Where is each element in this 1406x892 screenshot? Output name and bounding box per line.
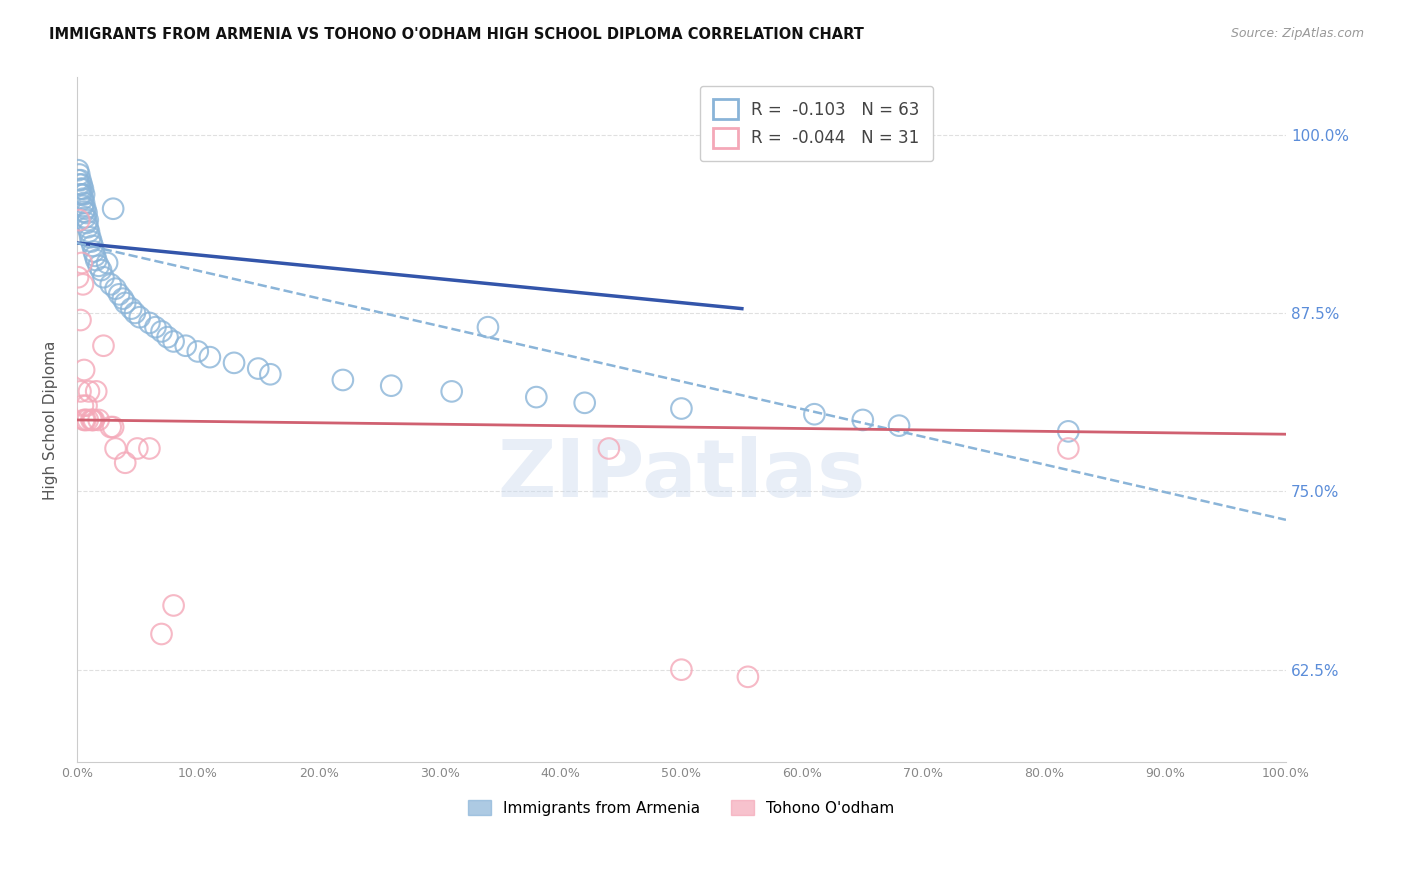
Point — [72, 182, 94, 196]
Point — [67, 270, 90, 285]
Y-axis label: High School Diploma: High School Diploma — [44, 340, 58, 500]
Point — [73, 413, 96, 427]
Point — [574, 396, 596, 410]
Point — [150, 325, 173, 339]
Point — [114, 296, 136, 310]
Point — [69, 173, 91, 187]
Point — [101, 202, 124, 216]
Point — [76, 399, 98, 413]
Point — [120, 301, 142, 316]
Point — [737, 670, 759, 684]
Point — [671, 663, 693, 677]
Point — [75, 211, 97, 225]
Point — [75, 202, 97, 216]
Point — [100, 420, 122, 434]
Point — [93, 270, 115, 285]
Text: ZIPatlas: ZIPatlas — [498, 435, 866, 514]
Point — [440, 384, 463, 399]
Point — [76, 216, 98, 230]
Point — [76, 206, 98, 220]
Point — [80, 235, 103, 249]
Point — [803, 407, 825, 421]
Point — [73, 187, 96, 202]
Point — [111, 292, 134, 306]
Point — [852, 413, 875, 427]
Point — [1057, 425, 1080, 439]
Point — [73, 363, 96, 377]
Point — [67, 173, 90, 187]
Point — [72, 199, 94, 213]
Point — [187, 344, 209, 359]
Point — [162, 599, 184, 613]
Point — [67, 168, 90, 182]
Point — [124, 306, 146, 320]
Point — [84, 253, 107, 268]
Point — [70, 256, 93, 270]
Point — [114, 456, 136, 470]
Point — [67, 213, 90, 227]
Point — [69, 187, 91, 202]
Point — [104, 442, 127, 456]
Point — [87, 413, 110, 427]
Point — [77, 384, 100, 399]
Legend: Immigrants from Armenia, Tohono O'odham: Immigrants from Armenia, Tohono O'odham — [461, 792, 903, 823]
Point — [598, 442, 620, 456]
Point — [524, 390, 547, 404]
Point — [100, 277, 122, 292]
Point — [87, 259, 110, 273]
Point — [76, 413, 98, 427]
Point — [70, 178, 93, 192]
Point — [156, 330, 179, 344]
Point — [93, 339, 115, 353]
Point — [174, 339, 197, 353]
Point — [70, 187, 93, 202]
Point — [73, 204, 96, 219]
Point — [222, 356, 245, 370]
Point — [380, 378, 402, 392]
Point — [887, 418, 910, 433]
Point — [69, 313, 91, 327]
Text: Source: ZipAtlas.com: Source: ZipAtlas.com — [1230, 27, 1364, 40]
Point — [84, 249, 107, 263]
Point — [671, 401, 693, 416]
Point — [67, 178, 90, 192]
Point — [198, 350, 221, 364]
Point — [332, 373, 354, 387]
Point — [104, 282, 127, 296]
Point — [73, 196, 96, 211]
Point — [72, 192, 94, 206]
Point — [96, 256, 118, 270]
Point — [108, 287, 131, 301]
Point — [138, 316, 160, 330]
Point — [138, 442, 160, 456]
Point — [76, 213, 98, 227]
Point — [127, 442, 149, 456]
Point — [477, 320, 499, 334]
Point — [82, 413, 104, 427]
Point — [82, 239, 104, 253]
Point — [83, 244, 105, 259]
Point — [75, 413, 97, 427]
Point — [69, 182, 91, 196]
Text: IMMIGRANTS FROM ARMENIA VS TOHONO O'ODHAM HIGH SCHOOL DIPLOMA CORRELATION CHART: IMMIGRANTS FROM ARMENIA VS TOHONO O'ODHA… — [49, 27, 865, 42]
Point — [259, 368, 281, 382]
Point — [67, 163, 90, 178]
Point — [162, 334, 184, 349]
Point — [101, 420, 124, 434]
Point — [77, 225, 100, 239]
Point — [69, 384, 91, 399]
Point — [1057, 442, 1080, 456]
Point — [247, 361, 270, 376]
Point — [128, 310, 150, 325]
Point — [145, 320, 167, 334]
Point — [76, 220, 98, 235]
Point — [72, 277, 94, 292]
Point — [79, 230, 101, 244]
Point — [80, 413, 103, 427]
Point — [83, 413, 105, 427]
Point — [84, 384, 107, 399]
Point — [90, 263, 112, 277]
Point — [150, 627, 173, 641]
Point — [72, 399, 94, 413]
